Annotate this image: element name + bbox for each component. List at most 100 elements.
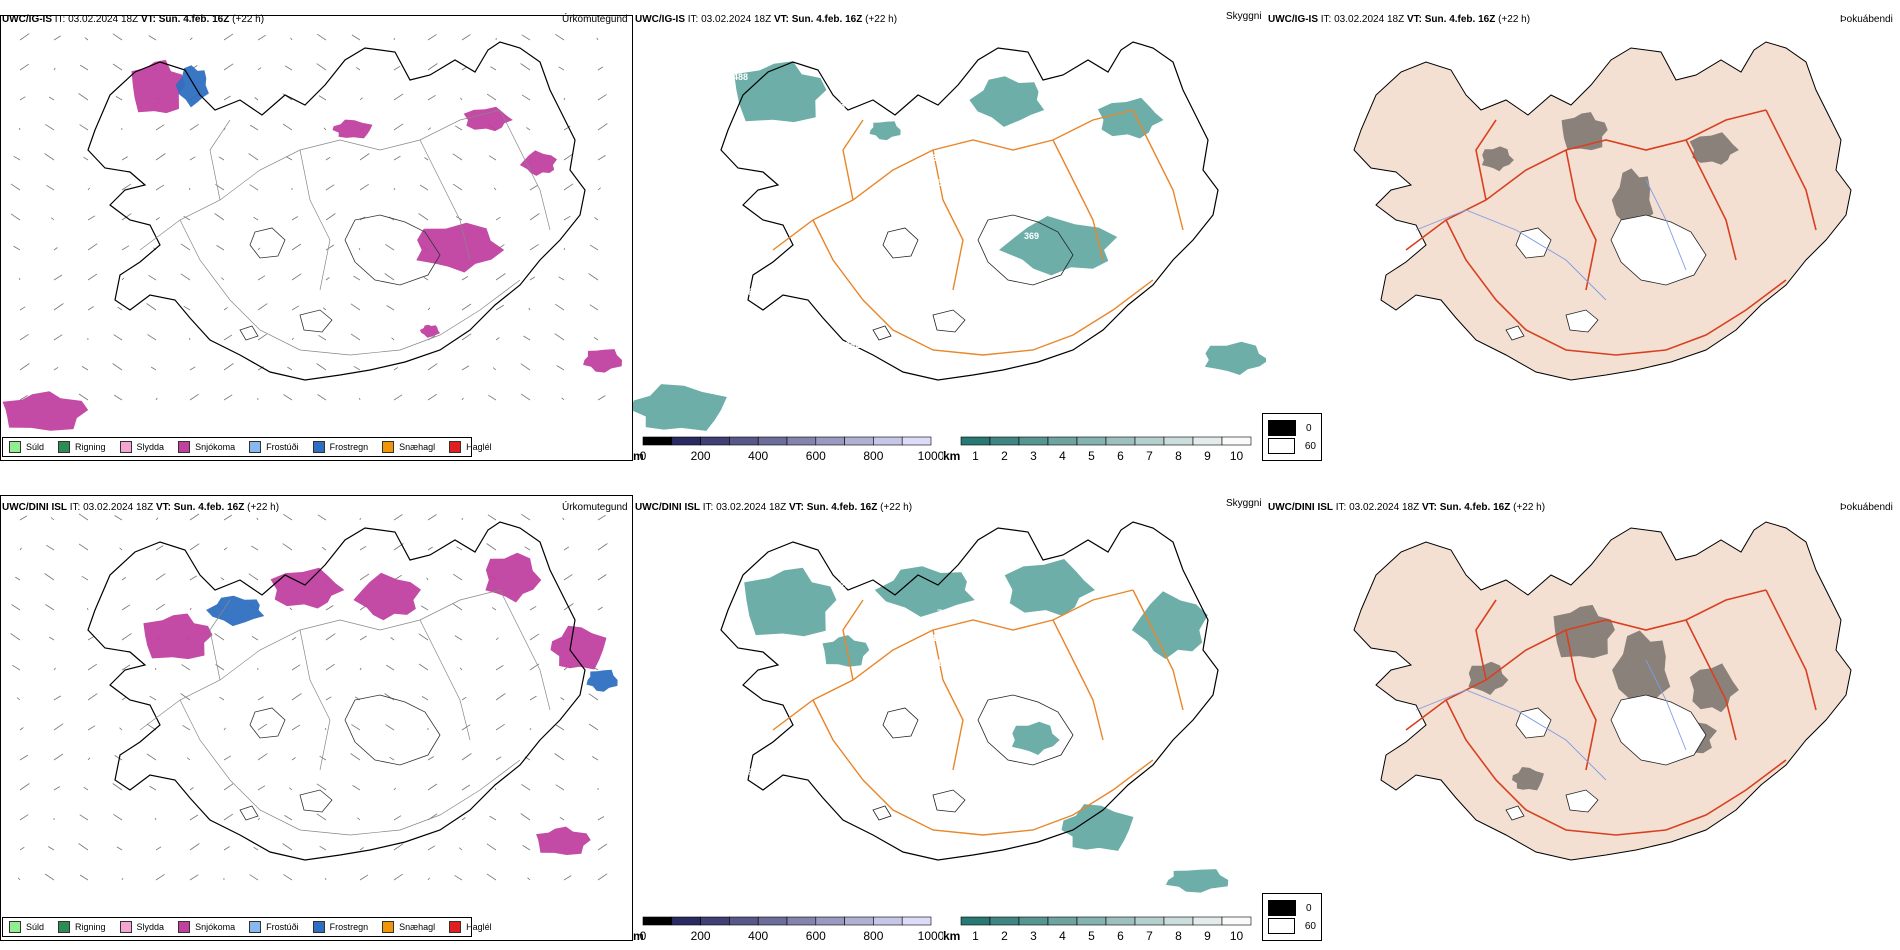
- wind-barb: [597, 395, 606, 401]
- wind-barb: [421, 696, 429, 701]
- wind-barb: [461, 397, 464, 401]
- wind-barb: [189, 123, 199, 131]
- wind-barb: [597, 574, 607, 581]
- wind-barb: [121, 156, 128, 161]
- visibility-value-label: 905: [748, 767, 763, 777]
- wind-barb: [529, 727, 532, 731]
- wind-barb: [495, 693, 506, 701]
- wind-barb: [53, 667, 56, 671]
- scale-tick-label: 5: [1088, 929, 1095, 943]
- wind-barb: [555, 303, 565, 311]
- wind-barb: [351, 724, 361, 731]
- wind-barb: [291, 724, 301, 731]
- wind-barb: [282, 123, 293, 131]
- wind-barb: [291, 337, 294, 341]
- wind-barb: [121, 277, 125, 281]
- wind-barb: [53, 67, 56, 71]
- scale-tick-label: 800: [863, 449, 883, 463]
- wind-barb: [115, 96, 123, 101]
- wind-barb: [291, 216, 299, 221]
- wind-barb: [597, 123, 608, 131]
- wind-barb: [47, 846, 55, 851]
- legend-item-snaehagl: Snæhagl: [382, 441, 435, 453]
- wind-barb: [597, 155, 606, 161]
- wind-barb: [461, 365, 470, 371]
- scale-swatch: [1047, 436, 1078, 446]
- wind-barb: [486, 93, 497, 101]
- wind-barb: [597, 606, 603, 611]
- wind-barb: [19, 395, 28, 401]
- wind-barb: [291, 693, 302, 701]
- wind-barb: [251, 545, 259, 551]
- wind-barb: [391, 337, 395, 341]
- rivers: [1415, 659, 1687, 781]
- wind-barb: [520, 393, 531, 401]
- visibility-value-label: 828: [835, 580, 850, 590]
- glacier: [1505, 805, 1525, 821]
- wind-barb: [563, 875, 572, 881]
- wind-barb: [418, 633, 429, 641]
- wind-barb: [19, 127, 21, 131]
- wind-barb: [220, 577, 225, 581]
- wind-barb: [18, 277, 21, 281]
- wind-barb: [529, 244, 539, 251]
- wind-barb: [155, 573, 166, 581]
- scale-swatch: [1221, 916, 1252, 926]
- fog-area: [1481, 146, 1514, 172]
- fog-map: [1353, 41, 1852, 381]
- wind-barb: [282, 843, 293, 851]
- precip-area: [416, 222, 505, 273]
- wind-barb: [112, 33, 123, 41]
- wind-barb: [322, 307, 327, 311]
- wind-barb: [495, 304, 505, 311]
- wind-barb: [117, 306, 123, 311]
- wind-barb: [189, 513, 200, 521]
- scale-tick-label: 9: [1204, 929, 1211, 943]
- precip-area: [519, 150, 557, 176]
- wind-barb: [48, 96, 55, 101]
- fog-legend: 0 60: [1262, 413, 1322, 461]
- wind-barb: [83, 786, 89, 791]
- fog-area: [1689, 132, 1739, 165]
- wind-barb: [493, 187, 497, 191]
- wind-barb: [19, 727, 24, 731]
- wind-barb: [521, 94, 531, 101]
- visibility-value-label: 647: [1131, 714, 1146, 724]
- scale-swatch: [873, 436, 903, 446]
- wind-barb: [563, 183, 574, 191]
- scale-tick-label: 8: [1175, 929, 1182, 943]
- wind-barb: [155, 217, 160, 221]
- wind-barb: [81, 366, 89, 371]
- wind-barb: [180, 273, 191, 281]
- scale-unit: m: [633, 929, 644, 943]
- visibility-map: 953 999 411 325 470 467 828 176 379 392 301 454 780 1…: [720, 521, 1229, 893]
- scale-swatch: [815, 916, 845, 926]
- scale-swatch: [989, 916, 1020, 926]
- scale-unit: km: [943, 449, 960, 463]
- wind-barb: [218, 156, 225, 161]
- scale-swatch: [1018, 436, 1049, 446]
- scale-swatch: [989, 436, 1020, 446]
- wind-barb: [87, 725, 96, 731]
- wind-barb: [359, 874, 369, 881]
- wind-barb: [121, 697, 127, 701]
- wind-barb: [189, 575, 197, 581]
- wind-barb: [19, 783, 30, 791]
- wind-barb: [321, 546, 327, 551]
- wind-barb: [427, 127, 432, 131]
- wind-barb: [291, 305, 300, 311]
- visibility-value-label: 392: [1126, 739, 1141, 749]
- wind-barb: [563, 247, 566, 251]
- glacier-outline: [299, 309, 333, 333]
- wind-barb: [454, 125, 463, 131]
- visibility-value-label: 454: [840, 555, 855, 565]
- glacier-outline: [932, 309, 966, 333]
- scale-swatch: [844, 916, 874, 926]
- wind-barb: [454, 635, 463, 641]
- panel-title: Þokuábendi: [1840, 502, 1893, 513]
- wind-barb: [563, 125, 571, 131]
- wind-barb: [249, 874, 259, 881]
- wind-barb: [597, 873, 608, 881]
- wind-barb: [492, 367, 497, 371]
- wind-barb: [318, 334, 327, 341]
